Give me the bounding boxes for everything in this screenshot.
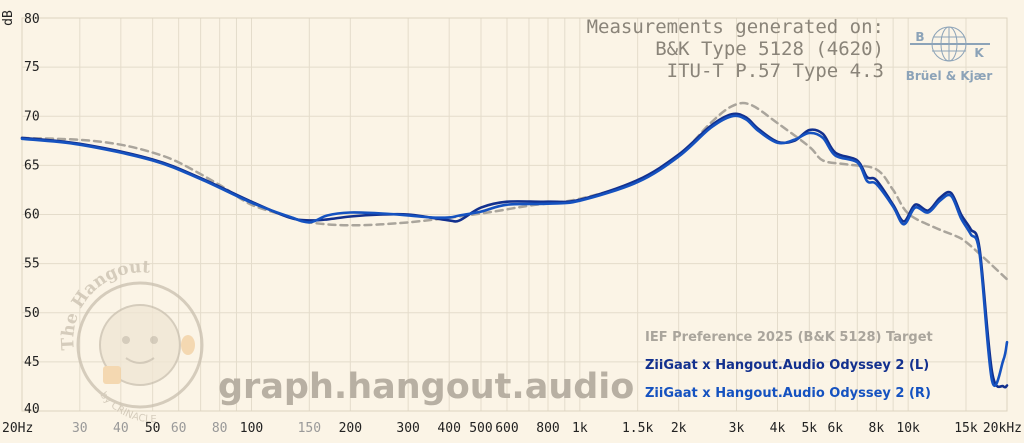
x-tick-label: 15k [954, 421, 978, 436]
site-watermark: graph.hangout.audio [218, 367, 634, 407]
x-tick-label: 300 [396, 421, 419, 436]
bk-logo-b: B [915, 30, 924, 44]
y-tick-label: 50 [24, 306, 40, 321]
legend-item-right: ZiiGaat x Hangout.Audio Odyssey 2 (R) [645, 386, 931, 401]
x-tick-label: 800 [536, 421, 559, 436]
legend-item-target: IEF Preference 2025 (B&K 5128) Target [645, 330, 933, 345]
x-tick-label: 30 [72, 421, 88, 436]
x-tick-label: 4k [770, 421, 786, 436]
y-tick-label: 55 [24, 257, 40, 272]
cup-icon [103, 366, 121, 384]
mascot-face-icon [99, 304, 181, 386]
y-tick-label: 75 [24, 60, 40, 75]
y-tick-label: 60 [24, 208, 40, 223]
header-line-1: Measurements generated on: [587, 16, 884, 38]
x-tick-label: 500 [469, 421, 492, 436]
x-tick-label: 100 [240, 421, 263, 436]
legend-item-left: ZiiGaat x Hangout.Audio Odyssey 2 (L) [645, 358, 929, 373]
x-tick-label: 6k [827, 421, 843, 436]
x-tick-label: 1.5k [622, 421, 653, 436]
series-line-left [20, 112, 1009, 389]
x-tick-label: 3k [729, 421, 745, 436]
x-tick-label: 20Hz [2, 421, 33, 436]
x-tick-label: 8k [869, 421, 885, 436]
headphone-cup-icon [181, 335, 195, 355]
x-tick-label: 40 [113, 421, 129, 436]
y-tick-label: 65 [24, 158, 40, 173]
legend: IEF Preference 2025 (B&K 5128) Target Zi… [645, 330, 933, 401]
y-tick-label: 40 [24, 402, 40, 417]
bk-logo-k: K [974, 46, 984, 60]
y-axis-label: dB [1, 10, 16, 26]
plot-border [21, 17, 1008, 412]
globe-icon [910, 26, 990, 62]
y-axis-ticks: 40 45 50 55 60 65 70 75 80 [24, 12, 40, 417]
header-line-3: ITU-T P.57 Type 4.3 [667, 60, 884, 82]
x-axis-ticks: 20Hz 30 40 50 60 80 100 150 200 300 400 500 600 800 1k… [2, 421, 1022, 436]
x-tick-label: 60 [171, 421, 187, 436]
y-tick-label: 80 [24, 12, 40, 27]
x-tick-label: 80 [212, 421, 228, 436]
x-tick-label: 20kHz [983, 421, 1022, 436]
series-group [20, 101, 1009, 389]
x-tick-label: 10k [896, 421, 920, 436]
x-tick-label: 5k [801, 421, 817, 436]
x-tick-label: 600 [495, 421, 518, 436]
seal-ring [76, 281, 204, 409]
x-tick-label: 150 [298, 421, 321, 436]
x-tick-label: 50 [145, 421, 161, 436]
y-tick-label: 45 [24, 355, 40, 370]
x-tick-label: 1k [572, 421, 588, 436]
series-line-right [20, 114, 1009, 387]
y-tick-label: 70 [24, 109, 40, 124]
x-tick-label: 400 [437, 421, 460, 436]
bk-logo-name: Brüel & Kjær [906, 69, 993, 83]
x-tick-label: 2k [671, 421, 687, 436]
header-line-2: B&K Type 5128 (4620) [655, 38, 884, 60]
x-tick-label: 200 [339, 421, 362, 436]
bk-logo: B K Brüel & Kjær [906, 26, 993, 83]
